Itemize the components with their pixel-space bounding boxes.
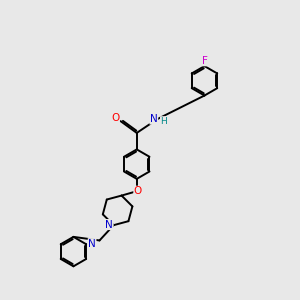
Text: O: O <box>134 186 142 196</box>
Text: O: O <box>111 112 119 123</box>
Text: N: N <box>150 114 158 124</box>
Text: H: H <box>160 117 167 126</box>
Text: F: F <box>202 56 207 66</box>
Text: N: N <box>105 220 113 230</box>
Text: N: N <box>88 238 96 249</box>
